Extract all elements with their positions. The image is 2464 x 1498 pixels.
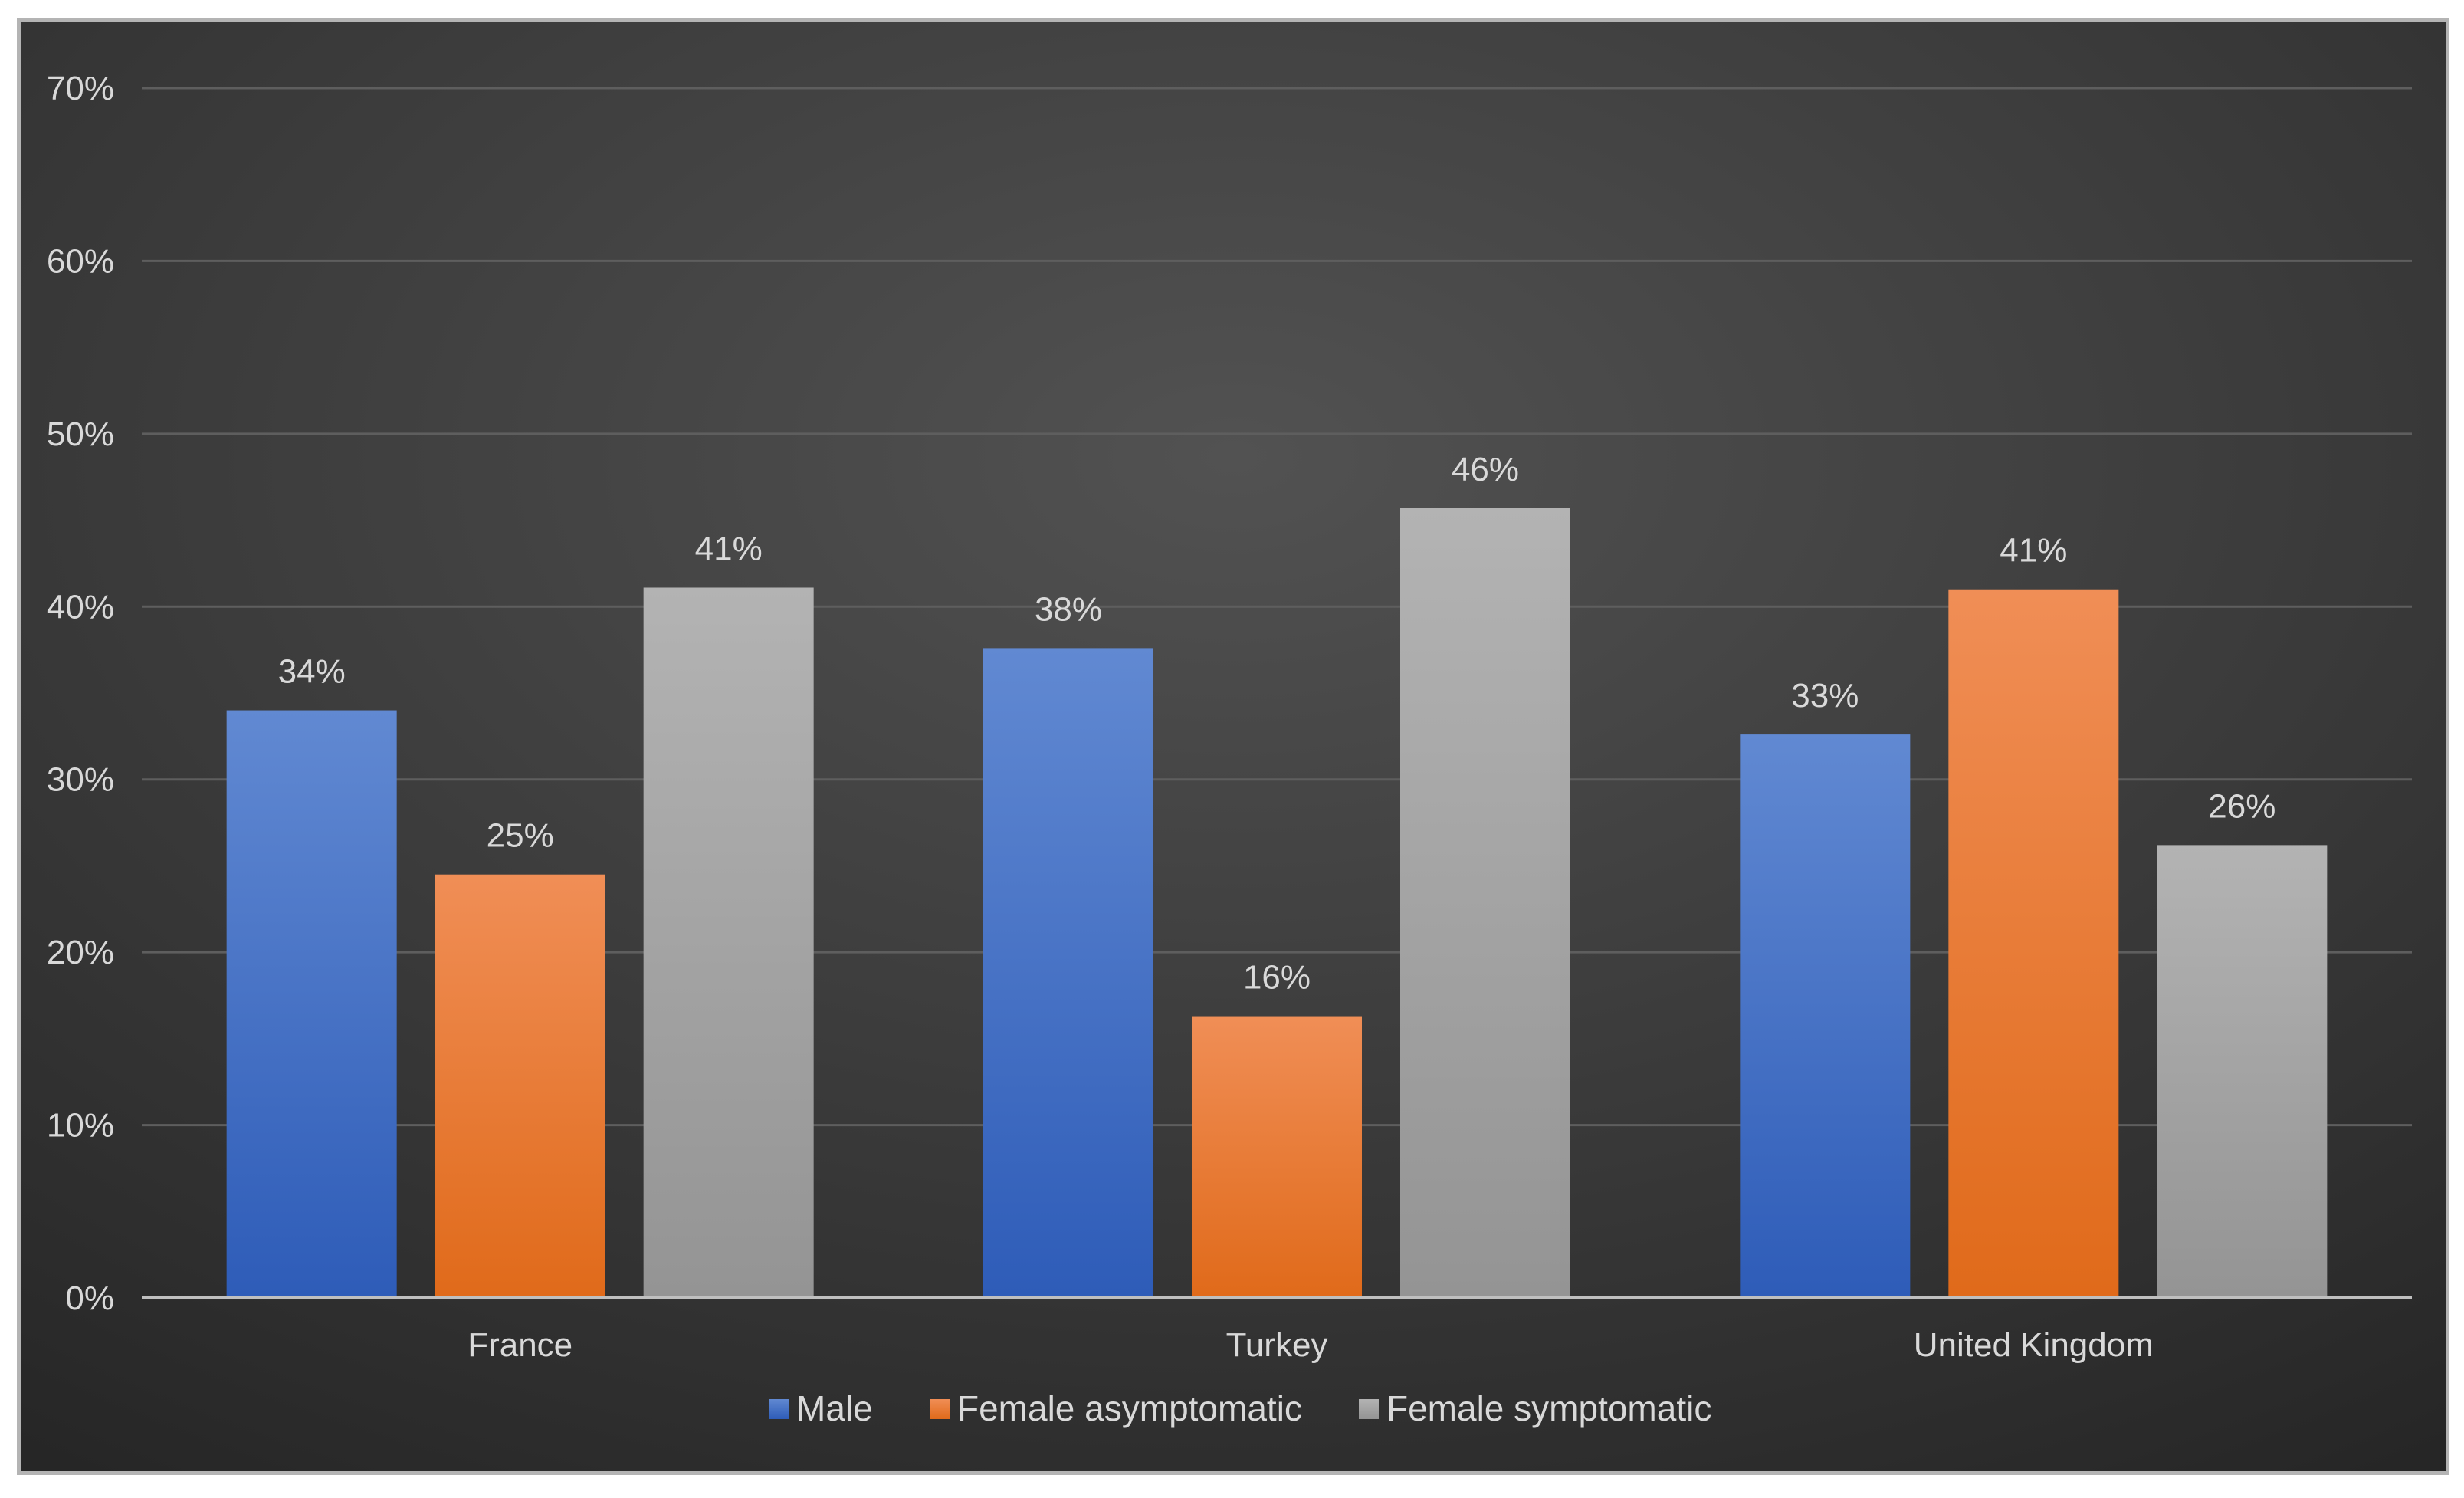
chart-frame: 0% 10% 20% 30% 40% 50% 60% 70% 34% 25% 41% 38% 16% 4… [17,18,2449,1475]
bar [643,587,814,1298]
bar-chart: 0% 10% 20% 30% 40% 50% 60% 70% 34% 25% 41% 38% 16% 4… [21,22,2446,1471]
legend-swatch [930,1399,950,1419]
x-category-label: Turkey [1226,1326,1328,1364]
data-label: 16% [1243,959,1311,997]
data-label: 41% [2000,532,2067,570]
data-label: 33% [1791,677,1859,715]
y-tick-label: 10% [47,1107,114,1145]
y-tick-label: 20% [47,934,114,971]
legend-swatch [1359,1399,1379,1419]
bars [226,508,2328,1298]
y-tick-label: 0% [65,1280,114,1317]
bar [226,710,397,1298]
legend: Male Female asymptomatic Female symptomati… [769,1388,1711,1428]
y-axis-ticks: 0% 10% 20% 30% 40% 50% 60% 70% [47,70,114,1317]
data-label: 41% [695,530,763,567]
x-category-label: France [468,1326,573,1364]
legend-label: Female symptomatic [1386,1388,1711,1428]
data-label: 38% [1035,590,1102,628]
legend-label: Male [796,1388,873,1428]
legend-label: Female asymptomatic [957,1388,1302,1428]
y-tick-label: 30% [47,761,114,799]
bar [435,874,605,1298]
data-label: 25% [487,817,554,855]
data-label: 34% [278,653,346,691]
bar [1740,734,1911,1298]
bar [983,648,1153,1298]
y-tick-label: 40% [47,588,114,626]
y-tick-label: 50% [47,416,114,453]
x-axis-categories: France Turkey United Kingdom [468,1326,2154,1364]
legend-swatch [769,1399,789,1419]
data-labels: 34% 25% 41% 38% 16% 46% 33% 41% 26% [278,451,2276,997]
bar [1400,508,1570,1298]
data-label: 46% [1452,451,1519,488]
bar [1192,1016,1362,1298]
y-tick-label: 70% [47,70,114,107]
bar [1948,589,2119,1298]
y-tick-label: 60% [47,242,114,280]
x-category-label: United Kingdom [1914,1326,2154,1364]
data-label: 26% [2208,787,2275,825]
bar [2157,845,2328,1298]
